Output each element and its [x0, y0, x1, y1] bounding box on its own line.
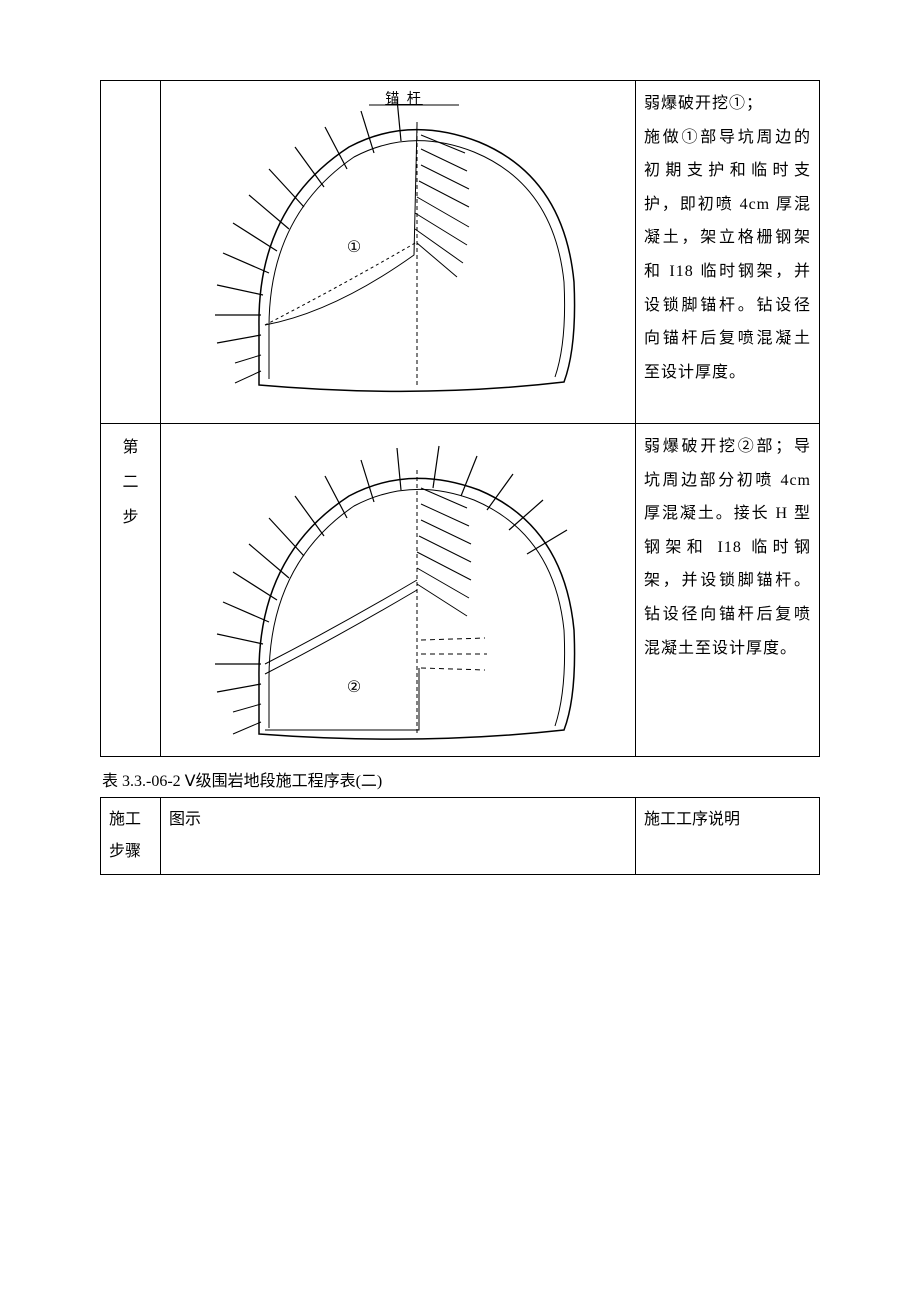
hdr-col3: 施工工序说明: [636, 798, 820, 875]
table2-caption: 表 3.3.-06-2 Ⅴ级围岩地段施工程序表(二): [102, 767, 820, 791]
tunnel-outline-2: [259, 478, 575, 739]
table-row: 施工步骤 图示 施工工序说明: [101, 798, 820, 875]
procedure-table-2-header: 施工步骤 图示 施工工序说明: [100, 797, 820, 875]
hdr-col2: 图示: [161, 798, 636, 875]
desc-step1: 弱爆破开挖①；施做①部导坑周边的初期支护和临时支护，即初喷 4cm 厚混凝土，架…: [636, 81, 820, 424]
step1-face-dash: [265, 242, 417, 325]
hdr-col1: 施工步骤: [101, 798, 161, 875]
step1-boundary-in2: [265, 590, 417, 674]
anchors-step2-left: [215, 448, 401, 692]
table-row: 第二步 ②: [101, 424, 820, 757]
anchors-step2-temp: [417, 488, 471, 616]
step1-face: [265, 125, 417, 325]
step2-face: [265, 668, 419, 730]
anchors-step1-left: [215, 99, 401, 343]
step2-right-dash: [421, 638, 487, 670]
procedure-table-1: 锚 杆 ①: [100, 80, 820, 757]
desc-step2: 弱爆破开挖②部；导坑周边部分初喷 4cm 厚混凝土。接长 H 型钢架和 I18 …: [636, 424, 820, 757]
anchors-step1-foot: [235, 355, 261, 383]
anchors-step1-temp: [415, 135, 469, 277]
step2-marker: ②: [347, 679, 361, 696]
diagram-step1: 锚 杆 ①: [161, 81, 636, 424]
step1-marker: ①: [347, 239, 361, 256]
anchors-step2-foot: [233, 704, 261, 734]
step-label-1: [101, 81, 161, 424]
step-label-2: 第二步: [101, 424, 161, 757]
step1-boundary-in2b: [265, 580, 417, 664]
diagram-step2: ②: [161, 424, 636, 757]
table-row: 锚 杆 ①: [101, 81, 820, 424]
tunnel-outline: [259, 130, 575, 392]
